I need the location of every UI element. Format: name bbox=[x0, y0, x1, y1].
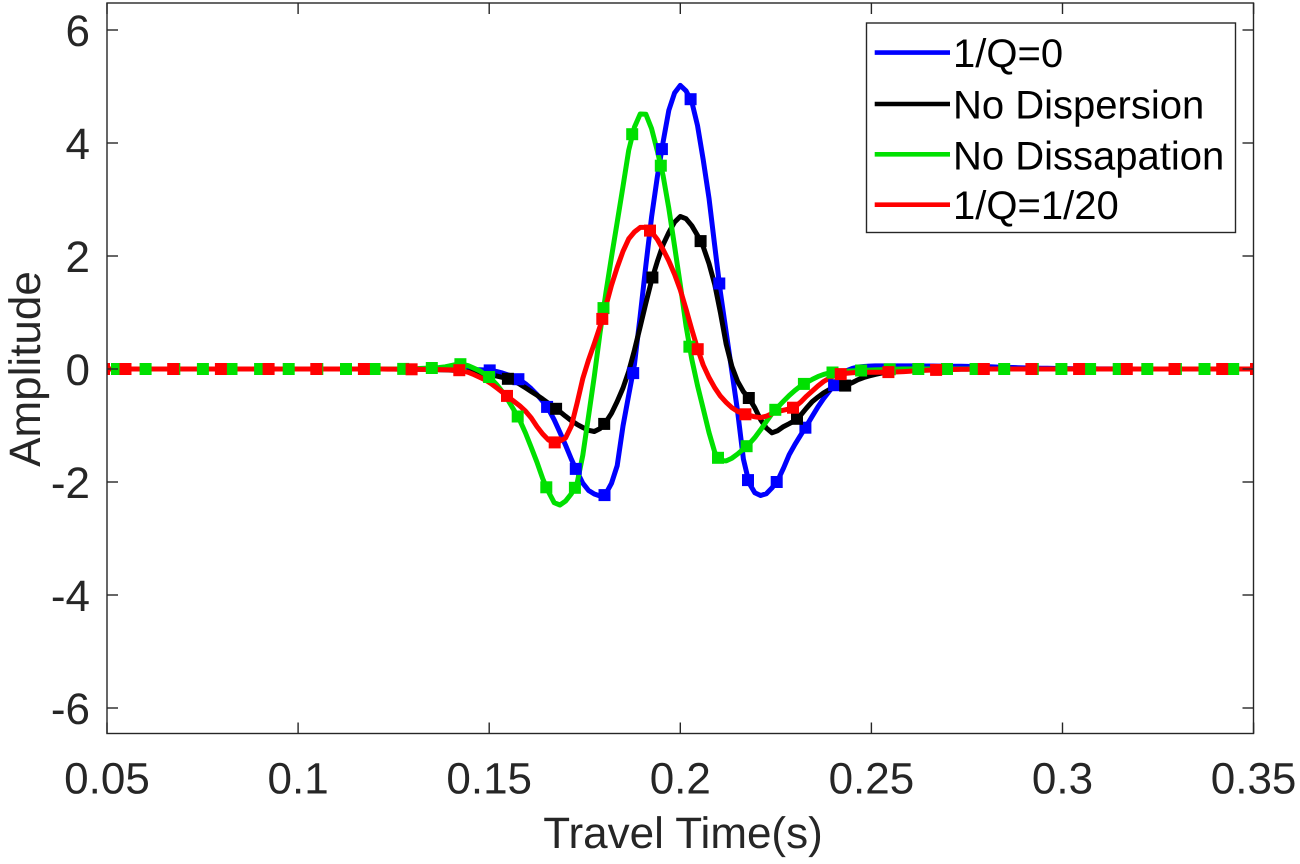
svg-text:0.35: 0.35 bbox=[1211, 755, 1297, 804]
svg-text:0: 0 bbox=[66, 346, 90, 395]
svg-text:6: 6 bbox=[66, 7, 90, 56]
svg-text:0.2: 0.2 bbox=[650, 755, 711, 804]
svg-text:No Dispersion: No Dispersion bbox=[953, 84, 1204, 128]
svg-text:1/Q=0: 1/Q=0 bbox=[953, 32, 1063, 76]
svg-text:1/Q=1/20: 1/Q=1/20 bbox=[953, 184, 1119, 228]
svg-text:No Dissapation: No Dissapation bbox=[953, 134, 1224, 178]
svg-text:-4: -4 bbox=[51, 572, 90, 621]
svg-text:0.3: 0.3 bbox=[1032, 755, 1093, 804]
svg-text:4: 4 bbox=[66, 120, 90, 169]
svg-text:0.25: 0.25 bbox=[829, 755, 915, 804]
svg-text:0.15: 0.15 bbox=[446, 755, 532, 804]
svg-text:-2: -2 bbox=[51, 459, 90, 508]
svg-text:0.05: 0.05 bbox=[64, 755, 150, 804]
svg-text:0.1: 0.1 bbox=[268, 755, 329, 804]
svg-text:Travel Time(s): Travel Time(s) bbox=[543, 809, 823, 858]
svg-text:2: 2 bbox=[66, 233, 90, 282]
svg-text:-6: -6 bbox=[51, 685, 90, 734]
svg-text:Amplitude: Amplitude bbox=[1, 271, 50, 467]
